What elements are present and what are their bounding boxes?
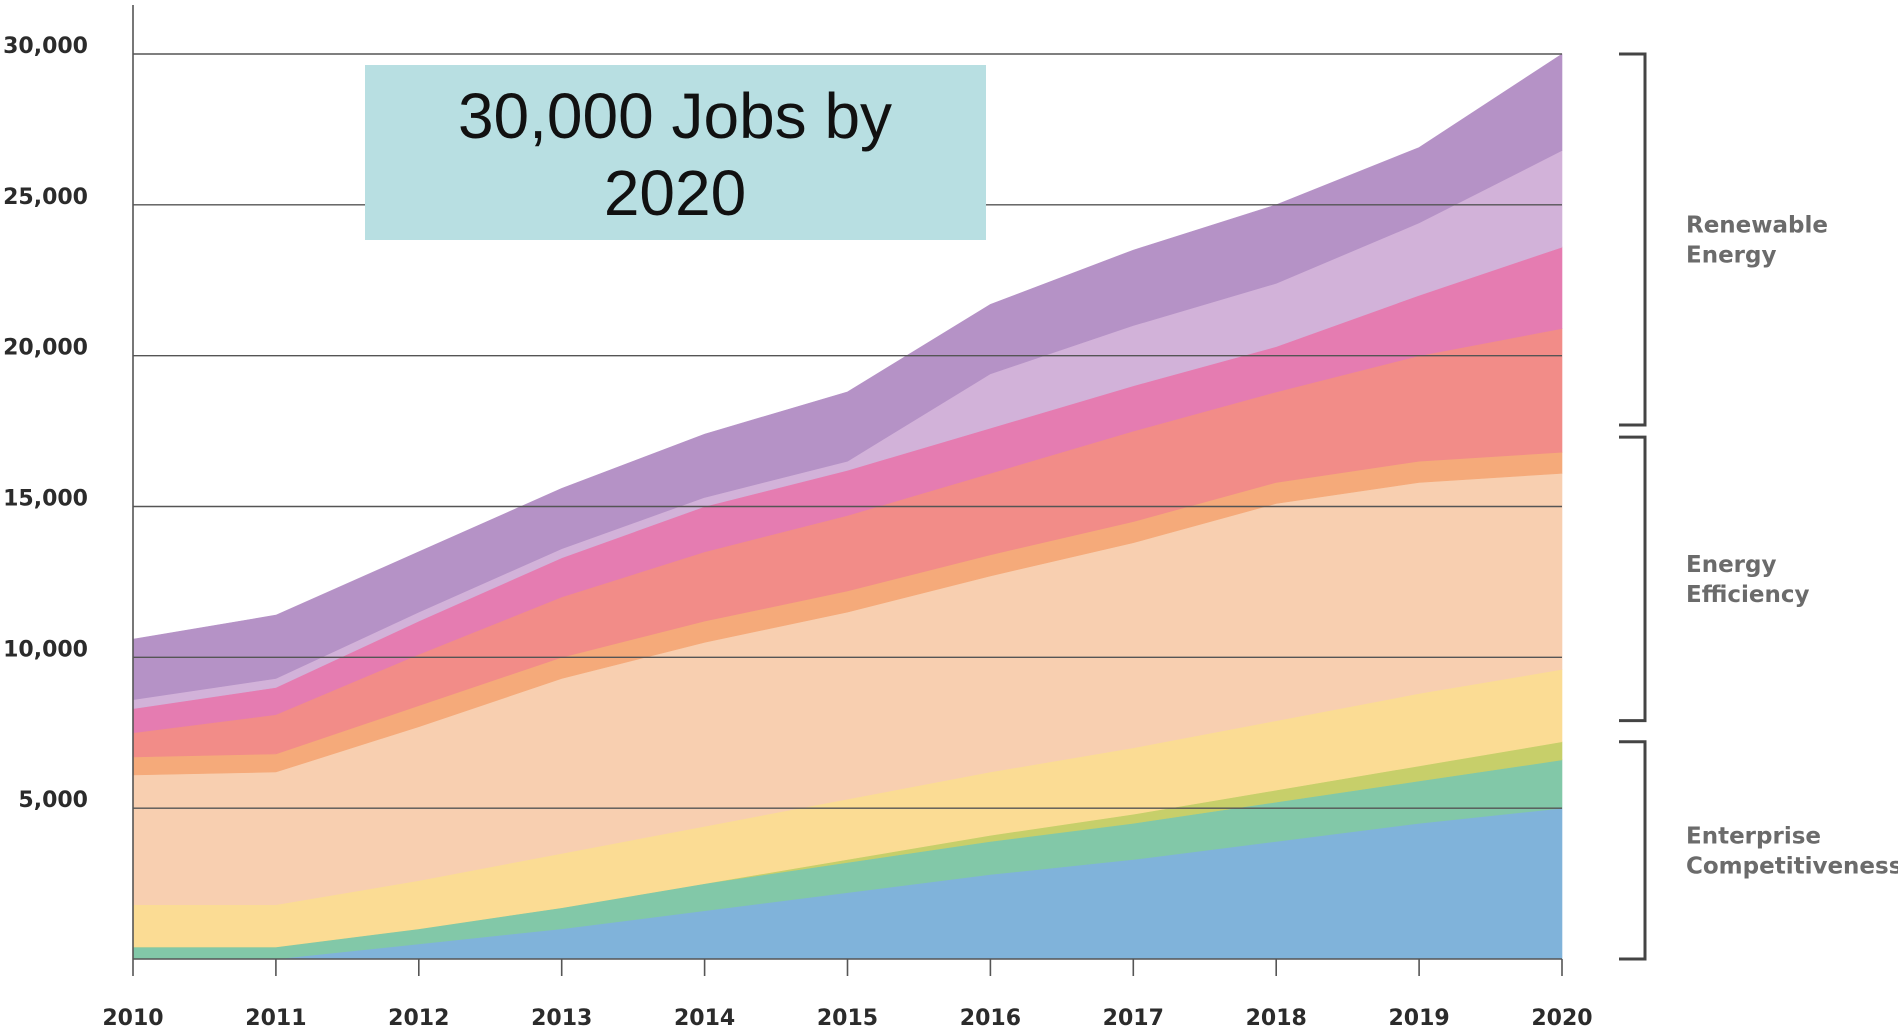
x-axis-ticks: 2010 2011 2012 2013 2014 2015 2016 2017 2018 2019… — [102, 959, 1593, 1031]
area-series-10 — [132, 53, 1563, 700]
group-bracket-3 — [1619, 740, 1647, 961]
x-tick-label-2020: 2020 — [1531, 1006, 1592, 1031]
group-bracket-2 — [1619, 435, 1647, 723]
group-label-line: Enterprise — [1686, 823, 1821, 849]
x-tick-label-2018: 2018 — [1246, 1006, 1307, 1031]
group-label-line: Energy — [1686, 552, 1776, 578]
y-tick-label: 5,000 — [18, 788, 88, 813]
area-series-group — [132, 53, 1563, 960]
x-tick-label-2019: 2019 — [1388, 1006, 1449, 1031]
annotation-box — [365, 65, 986, 240]
group-label-line: Competitiveness — [1686, 853, 1898, 879]
y-tick-label: 15,000 — [3, 487, 88, 512]
x-tick-label-2010: 2010 — [102, 1006, 163, 1031]
x-tick-label-2012: 2012 — [388, 1006, 449, 1031]
x-tick-label-2016: 2016 — [960, 1006, 1021, 1031]
y-tick-label: 30,000 — [3, 34, 88, 59]
x-tick-label-2013: 2013 — [531, 1006, 592, 1031]
annotation-line-2: 2020 — [604, 157, 746, 229]
x-tick-label-2011: 2011 — [245, 1006, 306, 1031]
y-tick-label: 25,000 — [3, 185, 88, 210]
x-tick-label-2017: 2017 — [1103, 1006, 1164, 1031]
y-axis-ticks: 5,000 10,000 15,000 20,000 25,000 30,000 — [3, 34, 88, 813]
group-bracket-1 — [1619, 52, 1647, 427]
y-tick-label: 10,000 — [3, 637, 88, 662]
group-label-line: Efficiency — [1686, 582, 1809, 608]
annotation-callout: 30,000 Jobs by 2020 — [365, 65, 986, 240]
x-tick-label-2015: 2015 — [817, 1006, 878, 1031]
y-tick-label: 20,000 — [3, 336, 88, 361]
group-label-line: Renewable — [1686, 213, 1828, 239]
group-brackets: Renewable Energy Energy Efficiency Enterpris… — [1619, 52, 1898, 961]
annotation-line-1: 30,000 Jobs by — [458, 80, 892, 152]
group-label-line: Energy — [1686, 243, 1776, 269]
x-tick-label-2014: 2014 — [674, 1006, 735, 1031]
